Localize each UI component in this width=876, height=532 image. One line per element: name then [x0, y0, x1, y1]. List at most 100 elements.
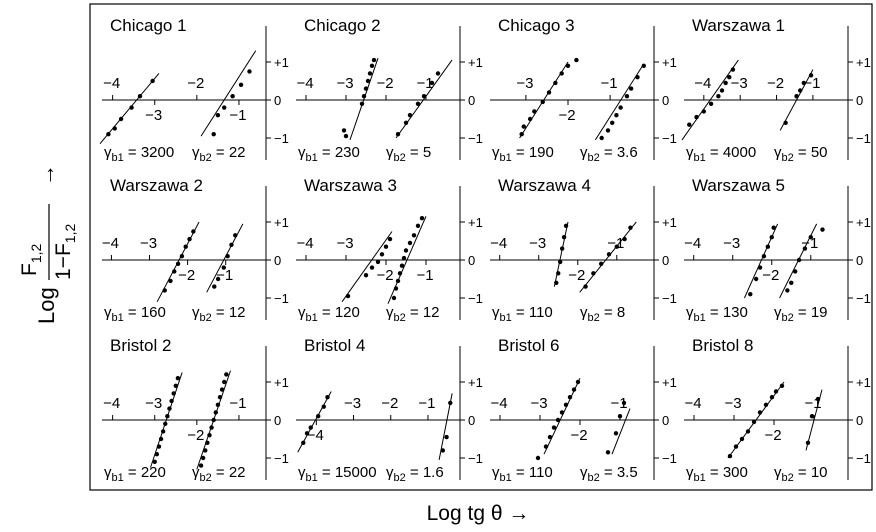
y-tick-label: −1: [856, 131, 871, 146]
x-tick-label: −2: [376, 267, 393, 284]
data-point: [225, 254, 230, 259]
gamma-label: γb1 = 15000: [298, 464, 377, 484]
fit-line: [395, 59, 453, 139]
chart-panel: Bristol 4 +1 0 −1 −4 −3 −2 −1 γb1 = 15000 γb2 = 1…: [296, 336, 483, 484]
x-tick-label: −3: [140, 235, 157, 252]
y-tick-label: 0: [856, 93, 863, 108]
data-point: [559, 246, 565, 251]
data-point: [727, 75, 732, 80]
data-point: [361, 94, 367, 99]
x-tick-label: −1: [418, 395, 435, 412]
data-point: [395, 278, 401, 284]
fit-line: [150, 372, 183, 468]
data-point: [212, 284, 217, 289]
data-point: [785, 288, 790, 293]
fit-line: [349, 58, 379, 141]
data-point: [419, 216, 425, 221]
gamma-label: γb1 = 130: [686, 304, 748, 324]
y-tick-label: −1: [468, 291, 483, 306]
data-point: [169, 398, 174, 404]
data-point: [771, 225, 776, 230]
chart-panel: Warszawa 4 +1 0 −1 −4 −3 −2 −1 γb1 = 110 γb2 = 8: [490, 176, 677, 324]
x-tick-label: −4: [684, 395, 701, 412]
x-tick-label: −1: [416, 75, 433, 92]
gamma-label: γb2 = 19: [774, 304, 828, 324]
x-tick-label: −4: [490, 235, 507, 252]
data-point: [605, 450, 611, 455]
gamma-label: γb2 = 5: [386, 144, 431, 164]
x-axis-label: Log tg θ →: [427, 502, 530, 525]
outer-frame: [89, 3, 873, 491]
chart-panel: Bristol 6 +1 0 −1 −4 −3 −2 −1 γb1 = 110 γb2 = 3.5: [490, 336, 677, 484]
data-point: [719, 88, 725, 93]
data-point: [792, 269, 798, 274]
x-tick-label: −4: [102, 235, 119, 252]
data-point: [727, 453, 733, 459]
x-tick-label: −3: [336, 235, 353, 252]
data-point: [555, 417, 561, 423]
data-point: [635, 75, 640, 80]
data-point: [610, 120, 615, 126]
data-point: [411, 233, 417, 238]
x-tick-label: −2: [558, 107, 575, 124]
panel-title: Warszawa 4: [498, 176, 591, 195]
data-point: [794, 94, 799, 99]
data-point: [221, 265, 227, 270]
y-tick-label: 0: [468, 413, 475, 428]
data-point: [618, 105, 623, 110]
panel-title: Chicago 3: [498, 16, 575, 35]
y-tick-label: −1: [662, 451, 677, 466]
data-point: [118, 116, 124, 122]
data-point: [198, 463, 204, 468]
data-point: [614, 113, 619, 118]
data-point: [547, 434, 553, 440]
y-label-denominator: 1−F1,2: [52, 224, 78, 280]
x-tick-label: −4: [307, 427, 324, 444]
data-point: [801, 80, 807, 86]
data-point: [112, 126, 117, 131]
x-tick-label: −1: [610, 395, 627, 412]
fit-line: [99, 73, 160, 145]
y-tick-label: +1: [274, 215, 289, 230]
data-point: [359, 101, 365, 107]
data-point: [211, 417, 216, 423]
y-tick-label: 0: [662, 253, 669, 268]
data-point: [535, 455, 541, 461]
gamma-label: γb1 = 160: [104, 304, 166, 324]
data-point: [553, 80, 558, 86]
data-point: [559, 71, 564, 76]
y-tick-label: 0: [468, 253, 475, 268]
data-point: [175, 376, 181, 381]
data-point: [748, 292, 753, 297]
data-point: [575, 379, 581, 385]
data-point: [557, 259, 563, 265]
y-label-arrow: →: [34, 164, 59, 186]
data-point: [820, 227, 825, 232]
data-point: [556, 271, 561, 276]
x-tick-label: −4: [103, 395, 120, 412]
data-point: [723, 80, 728, 86]
panel-title: Chicago 1: [110, 16, 187, 35]
x-tick-label: −2: [568, 267, 585, 284]
data-point: [209, 425, 214, 430]
data-point: [363, 86, 369, 91]
data-point: [397, 271, 403, 276]
data-point: [808, 235, 813, 240]
data-point: [383, 244, 389, 249]
x-tick-label: −1: [601, 75, 618, 92]
gamma-label: γb2 = 3.5: [580, 464, 638, 484]
data-point: [761, 254, 767, 259]
x-tick-label: −4: [296, 75, 313, 92]
data-point: [167, 406, 172, 411]
data-point: [617, 414, 623, 419]
data-point: [574, 57, 579, 63]
data-point: [546, 90, 552, 95]
x-tick-label: −3: [530, 395, 547, 412]
gamma-label: γb2 = 50: [774, 144, 828, 164]
data-point: [217, 395, 223, 400]
data-point: [435, 71, 441, 76]
data-point: [106, 132, 111, 137]
data-point: [543, 444, 549, 449]
panel-title: Warszawa 3: [304, 176, 397, 195]
data-point: [769, 235, 774, 240]
